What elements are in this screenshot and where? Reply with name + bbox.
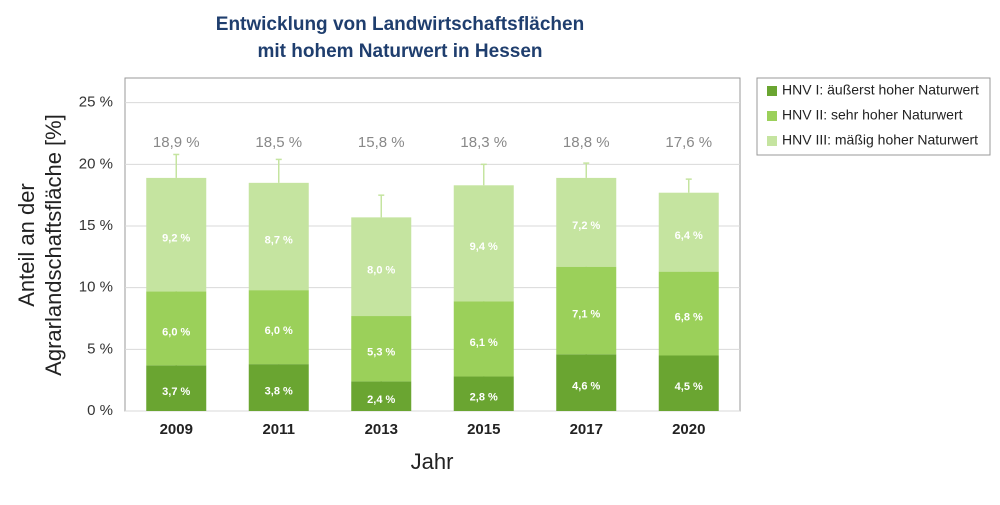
data-label: 6,0 % bbox=[162, 326, 190, 338]
y-tick-label: 15 % bbox=[79, 217, 113, 234]
data-label: 7,1 % bbox=[572, 308, 600, 320]
total-label: 18,8 % bbox=[563, 134, 610, 151]
bar-segment bbox=[351, 381, 412, 411]
data-label: 4,6 % bbox=[572, 381, 600, 393]
legend-label: HNV III: mäßig hoher Naturwert bbox=[782, 132, 978, 148]
bar-segment bbox=[556, 177, 617, 267]
bar-segment bbox=[248, 364, 309, 411]
chart-title: Entwicklung von Landwirtschaftsflächen bbox=[216, 14, 584, 35]
legend-box bbox=[756, 77, 991, 156]
x-tick-label: 2013 bbox=[365, 421, 398, 438]
data-label: 6,1 % bbox=[470, 337, 498, 349]
bar-segment bbox=[658, 192, 719, 272]
data-label: 6,4 % bbox=[675, 230, 703, 242]
bar-segment bbox=[248, 290, 309, 365]
x-axis-label: Jahr bbox=[411, 449, 454, 474]
data-label: 3,7 % bbox=[162, 386, 190, 398]
bar-segment bbox=[146, 291, 207, 366]
data-label: 7,2 % bbox=[572, 220, 600, 232]
legend-swatch bbox=[767, 86, 777, 96]
data-label: 9,4 % bbox=[470, 241, 498, 253]
data-label: 2,8 % bbox=[470, 392, 498, 404]
bar-segment bbox=[556, 354, 617, 411]
y-axis-label: Anteil an der bbox=[14, 183, 39, 307]
bar-segment bbox=[453, 185, 514, 302]
legend-swatch bbox=[767, 111, 777, 121]
legend-label: HNV II: sehr hoher Naturwert bbox=[782, 107, 963, 123]
total-label: 15,8 % bbox=[358, 134, 405, 151]
plot-area bbox=[124, 77, 741, 412]
total-label: 17,6 % bbox=[665, 134, 712, 151]
x-tick-label: 2020 bbox=[672, 421, 705, 438]
bar-segment bbox=[658, 355, 719, 411]
y-tick-label: 5 % bbox=[87, 340, 113, 357]
y-tick-label: 10 % bbox=[79, 279, 113, 296]
data-label: 5,3 % bbox=[367, 347, 395, 359]
y-tick-label: 20 % bbox=[79, 155, 113, 172]
chart-title: mit hohem Naturwert in Hessen bbox=[257, 41, 542, 62]
data-label: 3,8 % bbox=[265, 385, 293, 397]
y-tick-label: 25 % bbox=[79, 94, 113, 111]
bar-segment bbox=[146, 177, 207, 292]
bar-segment bbox=[658, 271, 719, 356]
y-axis-label: Agrarlandschaftsfläche [%] bbox=[41, 114, 66, 376]
data-label: 9,2 % bbox=[162, 233, 190, 245]
legend-swatch bbox=[767, 136, 777, 146]
bar-segment bbox=[146, 365, 207, 411]
bar-segment bbox=[453, 376, 514, 411]
data-label: 2,4 % bbox=[367, 394, 395, 406]
data-label: 8,0 % bbox=[367, 265, 395, 277]
total-label: 18,5 % bbox=[255, 134, 302, 151]
data-label: 6,0 % bbox=[265, 325, 293, 337]
data-label: 8,7 % bbox=[265, 234, 293, 246]
x-tick-label: 2017 bbox=[570, 421, 603, 438]
data-label: 4,5 % bbox=[675, 381, 703, 393]
y-tick-label: 0 % bbox=[87, 402, 113, 419]
legend-label: HNV I: äußerst hoher Naturwert bbox=[782, 82, 979, 98]
total-label: 18,9 % bbox=[153, 134, 200, 151]
x-tick-label: 2011 bbox=[262, 421, 295, 438]
bar-segment bbox=[453, 301, 514, 377]
bar-segment bbox=[351, 217, 412, 317]
bar-segment bbox=[351, 316, 412, 382]
x-tick-label: 2009 bbox=[160, 421, 193, 438]
bar-segment bbox=[556, 266, 617, 355]
x-tick-label: 2015 bbox=[467, 421, 500, 438]
total-label: 18,3 % bbox=[460, 134, 507, 151]
data-label: 6,8 % bbox=[675, 311, 703, 323]
bar-segment bbox=[248, 182, 309, 291]
